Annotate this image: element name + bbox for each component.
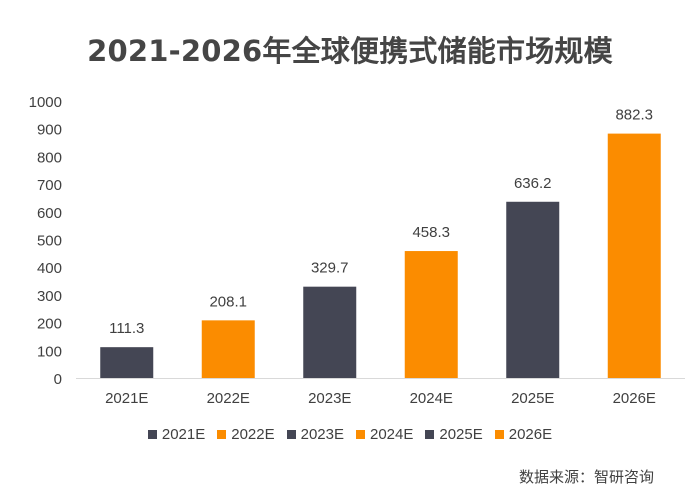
legend-swatch [494,430,504,439]
y-tick-label: 1000 [29,94,62,111]
legend-label: 2026E [508,426,553,443]
x-tick-label: 2022E [207,390,250,407]
bar-2026e [607,133,661,378]
bar-2021e [100,347,154,378]
y-tick-label: 500 [37,233,62,250]
legend-label: 2022E [231,426,275,443]
y-tick-label: 600 [37,205,62,222]
y-tick-label: 900 [37,122,62,139]
y-tick-label: 0 [54,371,62,388]
legend-label: 2023E [300,426,344,443]
legend-label: 2024E [370,426,414,443]
data-label: 208.1 [209,293,247,310]
legend-item: 2026E [494,426,553,443]
legend-swatch [217,430,227,439]
bar-2025e [506,201,560,378]
x-tick-label: 2021E [105,390,148,407]
legend-item: 2024E [356,426,413,443]
legend-swatch [425,430,435,439]
legend-label: 2021E [161,426,206,443]
data-label: 458.3 [412,224,450,241]
bar-2024e [404,251,458,378]
y-tick-label: 300 [37,288,62,305]
chart-legend: 2021E 2022E 2023E 2024E 2025E 2026E [0,426,700,443]
data-label: 111.3 [109,320,144,337]
legend-swatch [356,430,365,439]
legend-item: 2023E [286,426,344,443]
legend-item: 2021E [147,426,206,443]
legend-label: 2025E [439,426,483,443]
x-tick-label: 2024E [410,390,453,407]
x-tick-label: 2026E [613,390,656,407]
data-label: 636.2 [514,175,552,192]
bar-2023e [303,286,357,378]
data-label: 329.7 [311,260,349,277]
y-tick-label: 800 [37,149,62,166]
source-note: 数据来源：智研咨询 [518,468,654,486]
legend-swatch [147,430,157,439]
y-tick-label: 400 [37,260,62,277]
legend-item: 2025E [425,426,483,443]
bar-2022e [201,320,255,378]
y-tick-label: 700 [37,177,62,194]
legend-item: 2022E [217,426,275,443]
data-label: 882.3 [615,107,653,124]
chart-title: 2021-2026年全球便携式储能市场规模 [87,34,613,68]
y-tick-label: 100 [37,343,62,360]
legend-swatch [286,430,296,439]
x-tick-label: 2023E [308,390,351,407]
y-tick-label: 200 [37,316,62,333]
x-tick-label: 2025E [511,390,554,407]
